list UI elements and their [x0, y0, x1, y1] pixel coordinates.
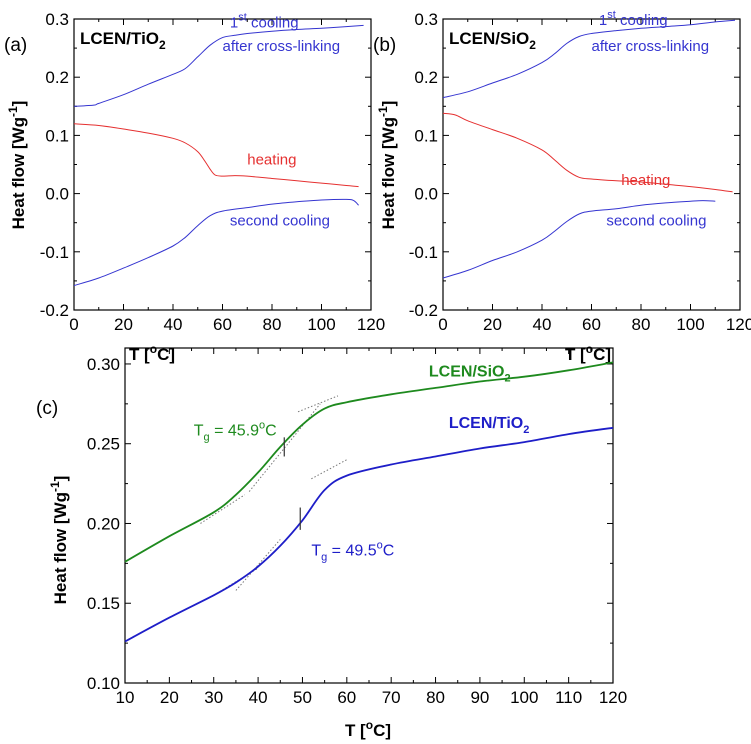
panel-a-x-tick-label: 100	[307, 315, 335, 334]
panel-a-annotation: after cross-linking	[223, 38, 341, 55]
panel-a-annotation: second cooling	[230, 213, 330, 230]
panel-b-x-tick-label: 40	[533, 315, 552, 334]
panel-a-y-tick-label: 0.0	[45, 185, 69, 204]
panel-b-y-tick-label: -0.2	[409, 301, 438, 320]
panel-c-annotation: LCEN/SiO2	[429, 364, 511, 385]
panel-c-x-tick-label: 80	[426, 688, 445, 707]
panel-b-x-tick-label: 60	[582, 315, 601, 334]
panel-c-annotation: Tg = 49.5oC	[311, 539, 394, 563]
panel-c-x-tick-label: 90	[470, 688, 489, 707]
panel-a-y-axis-title: Heat flow [Wg-1]	[6, 101, 28, 230]
panel-a-series-heating	[73, 123, 359, 188]
panel-c-tangent-line	[200, 494, 246, 524]
panel-a-x-tick-label: 20	[114, 315, 133, 334]
panel-a-x-axis-title: T [oC]	[129, 342, 175, 364]
panel-c-x-tick-label: 60	[337, 688, 356, 707]
panel-c-tangent-line	[297, 395, 339, 413]
panel-a-y-tick-label: -0.2	[40, 301, 69, 320]
panel-a-y-tick-label: -0.1	[40, 243, 69, 262]
panel-a-x-tick-label: 60	[213, 315, 232, 334]
panel-b-series-second-cooling	[442, 200, 716, 279]
panel-c-x-tick-label: 10	[116, 688, 135, 707]
panel-a-x-tick-label: 40	[164, 315, 183, 334]
panel-a-series-1st-cooling-after-cross-linking	[73, 24, 364, 107]
panel-c-y-tick-label: 0.20	[87, 514, 120, 533]
panel-b-title: LCEN/SiO2	[449, 29, 536, 52]
panel-c-comparison: (c) T [oC] Heat flow [Wg-1] 10 20 30 40 50 60…	[36, 347, 627, 740]
panel-b-annotation: second cooling	[606, 213, 706, 230]
panel-c-y-tick-label: 0.25	[87, 435, 120, 454]
panel-c-x-tick-label: 20	[160, 688, 179, 707]
panel-c-annotation: LCEN/TiO2	[449, 415, 530, 436]
panel-c-annotation: Tg = 45.9oC	[194, 420, 277, 444]
panel-c-x-tick-label: 30	[204, 688, 223, 707]
panel-c-y-tick-label: 0.15	[87, 594, 120, 613]
panel-b-x-tick-label: 0	[438, 315, 447, 334]
panel-a-y-tick-label: 0.2	[45, 68, 69, 87]
panel-a-tio2-dsc: (a) LCEN/TiO2 T [oC] Heat flow [Wg-1] 0 2…	[4, 10, 385, 364]
panel-a-label: (a)	[4, 35, 27, 56]
panel-b-annotation: 1st cooling	[599, 9, 668, 29]
panel-b-y-tick-label: 0.1	[414, 126, 438, 145]
panel-a-series-second-cooling	[73, 198, 359, 287]
panel-b-label: (b)	[373, 35, 396, 56]
panel-b-y-tick-label: 0.2	[414, 68, 438, 87]
panel-b-plot-frame	[442, 18, 741, 311]
panel-a-y-tick-label: 0.3	[45, 10, 69, 29]
panel-a-x-tick-label: 80	[263, 315, 282, 334]
panel-a-annotation: heating	[247, 152, 296, 169]
panel-a-annotation: 1st cooling	[230, 12, 299, 32]
panel-c-y-tick-label: 0.10	[87, 674, 120, 693]
panel-b-series-heating	[442, 112, 733, 193]
panel-c-y-tick-label: 0.30	[87, 355, 120, 374]
panel-a-x-tick-label: 120	[357, 315, 385, 334]
panel-c-x-tick-label: 50	[293, 688, 312, 707]
panel-b-sio2-dsc: (b) LCEN/SiO2 T [oC] Heat flow [Wg-1] 0 2…	[373, 9, 751, 364]
panel-c-x-axis-title: T [oC]	[345, 718, 391, 740]
panel-c-x-tick-label: 70	[382, 688, 401, 707]
panel-c-y-axis-title: Heat flow [Wg-1]	[48, 476, 70, 605]
panel-b-y-tick-label: 0.3	[414, 10, 438, 29]
panel-c-x-tick-label: 40	[249, 688, 268, 707]
panel-a-title: LCEN/TiO2	[80, 29, 166, 52]
panel-b-y-tick-label: -0.1	[409, 243, 438, 262]
panel-b-x-tick-label: 120	[726, 315, 751, 334]
panel-b-x-tick-label: 100	[676, 315, 704, 334]
panel-a-plot-frame	[73, 18, 372, 311]
panel-c-series-lcen-sio2	[124, 361, 614, 563]
panel-c-x-tick-label: 110	[555, 688, 582, 707]
panel-b-x-tick-label: 80	[632, 315, 651, 334]
panel-c-tangent-line	[235, 539, 281, 591]
panel-c-x-tick-label: 100	[510, 688, 538, 707]
panel-c-tangent-line	[311, 459, 348, 480]
panel-b-y-tick-label: 0.0	[414, 185, 438, 204]
panel-b-series-1st-cooling-after-cross-linking	[442, 19, 736, 99]
panel-c-series-lcen-tio2	[124, 426, 614, 643]
panel-b-y-axis-title: Heat flow [Wg-1]	[376, 101, 398, 230]
panel-b-annotation: after cross-linking	[592, 38, 710, 55]
panel-c-label: (c)	[36, 398, 58, 419]
panel-c-x-tick-label: 120	[599, 688, 627, 707]
panel-a-y-tick-label: 0.1	[45, 126, 69, 145]
panel-b-annotation: heating	[621, 172, 670, 189]
panel-b-x-tick-label: 20	[483, 315, 502, 334]
panel-a-x-tick-label: 0	[69, 315, 78, 334]
panel-b-x-axis-title: T [oC]	[565, 342, 611, 364]
